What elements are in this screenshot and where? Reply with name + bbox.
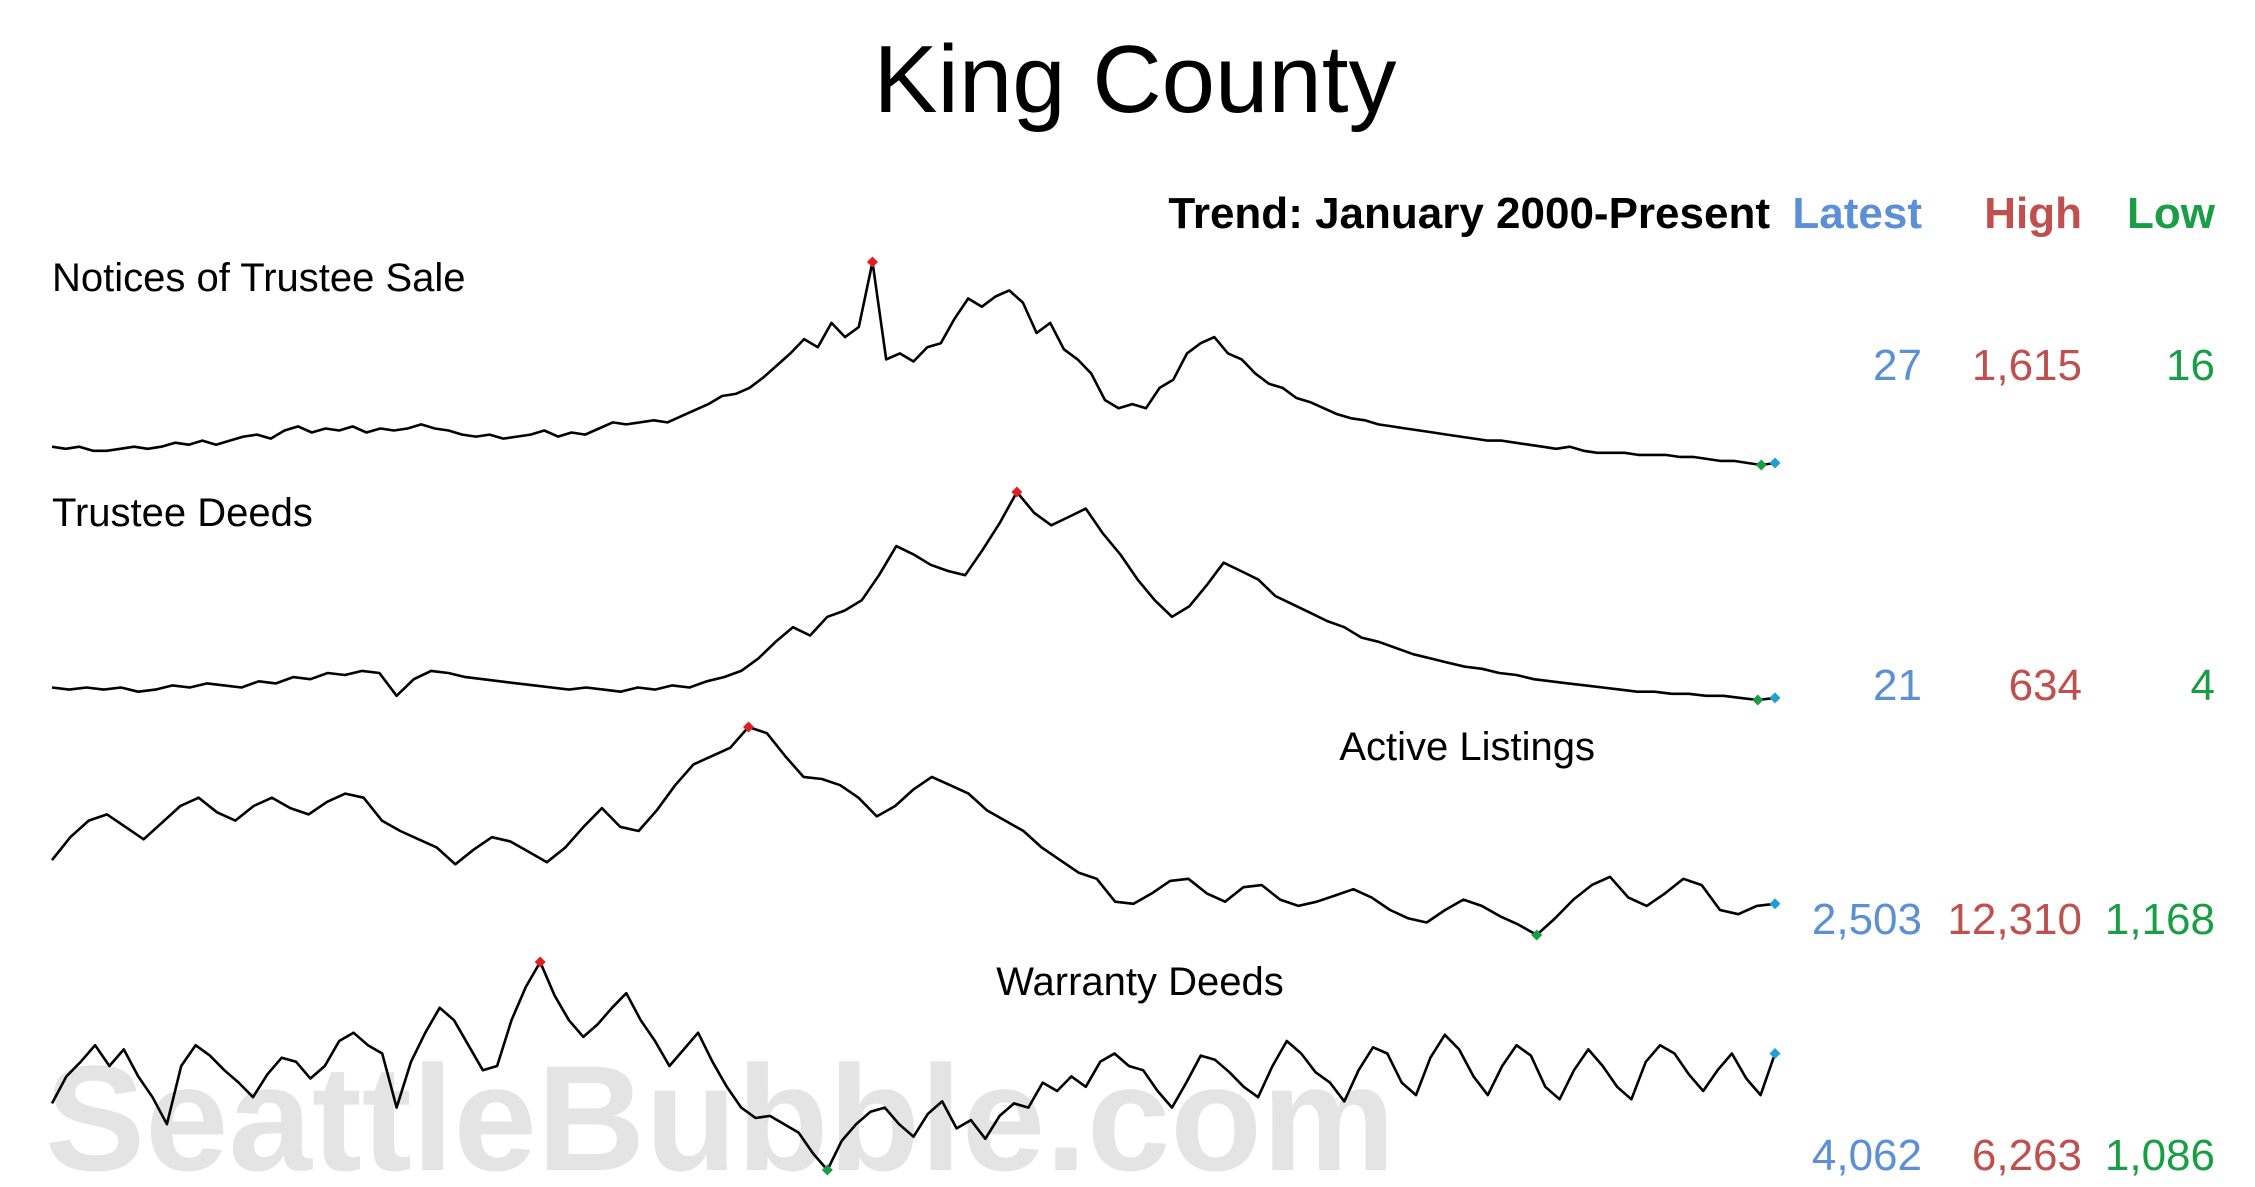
active-listings-low-value: 1,168 (2105, 895, 2215, 944)
notices-of-trustee-sale-series-line (51, 260, 1776, 467)
active-listings-series-line (50, 725, 1776, 937)
notices-of-trustee-sale-high-marker (866, 256, 878, 268)
notices-of-trustee-sale-low-marker (1755, 459, 1767, 471)
warranty-deeds-row: Warranty Deeds 4,062 6,263 1,086 (50, 956, 2215, 1180)
notices-of-trustee-sale-low-value: 16 (2166, 341, 2215, 390)
trustee-deeds-latest-value: 21 (1873, 661, 1922, 710)
low-header: Low (2127, 189, 2216, 238)
warranty-deeds-label: Warranty Deeds (996, 960, 1284, 1004)
notices-of-trustee-sale-latest-value: 27 (1873, 341, 1922, 390)
warranty-deeds-latest-marker (1769, 1048, 1781, 1060)
trend-header: Trend: January 2000-Present (1168, 189, 1770, 238)
trustee-deeds-high-value: 634 (2009, 661, 2082, 710)
warranty-deeds-high-value: 6,263 (1972, 1131, 2082, 1180)
trustee-deeds-latest-marker (1769, 692, 1781, 704)
warranty-deeds-low-marker (821, 1164, 833, 1176)
trustee-deeds-series-line (51, 490, 1776, 702)
trustee-deeds-low-value: 4 (2191, 661, 2215, 710)
active-listings-high-value: 12,310 (1947, 895, 2082, 944)
warranty-deeds-latest-value: 4,062 (1812, 1131, 1922, 1180)
active-listings-low-marker (1531, 929, 1543, 941)
trustee-deeds-high-marker (1011, 486, 1023, 498)
sparkline-rows: Notices of Trustee Sale 27 1,615 16 Trustee … (50, 256, 2215, 1180)
warranty-deeds-series-line (50, 960, 1777, 1172)
high-header: High (1984, 189, 2082, 238)
trustee-deeds-row: Trustee Deeds 21 634 4 (51, 486, 2215, 710)
active-listings-latest-value: 2,503 (1812, 895, 1922, 944)
active-listings-latest-marker (1769, 898, 1781, 910)
active-listings-high-marker (743, 721, 755, 733)
warranty-deeds-high-marker (534, 956, 546, 968)
notices-of-trustee-sale-latest-marker (1769, 457, 1781, 469)
trustee-deeds-low-marker (1752, 694, 1764, 706)
notices-of-trustee-sale-row: Notices of Trustee Sale 27 1,615 16 (51, 256, 2215, 471)
watermark: SeattleBubble.com (45, 1034, 1395, 1187)
active-listings-label: Active Listings (1339, 725, 1595, 769)
latest-header: Latest (1792, 189, 1922, 238)
warranty-deeds-low-value: 1,086 (2105, 1131, 2215, 1180)
trustee-deeds-label: Trustee Deeds (52, 491, 313, 535)
notices-of-trustee-sale-high-value: 1,615 (1972, 341, 2082, 390)
notices-of-trustee-sale-label: Notices of Trustee Sale (52, 256, 466, 300)
page-title: King County (874, 26, 1397, 133)
active-listings-row: Active Listings 2,503 12,310 1,168 (50, 721, 2215, 944)
